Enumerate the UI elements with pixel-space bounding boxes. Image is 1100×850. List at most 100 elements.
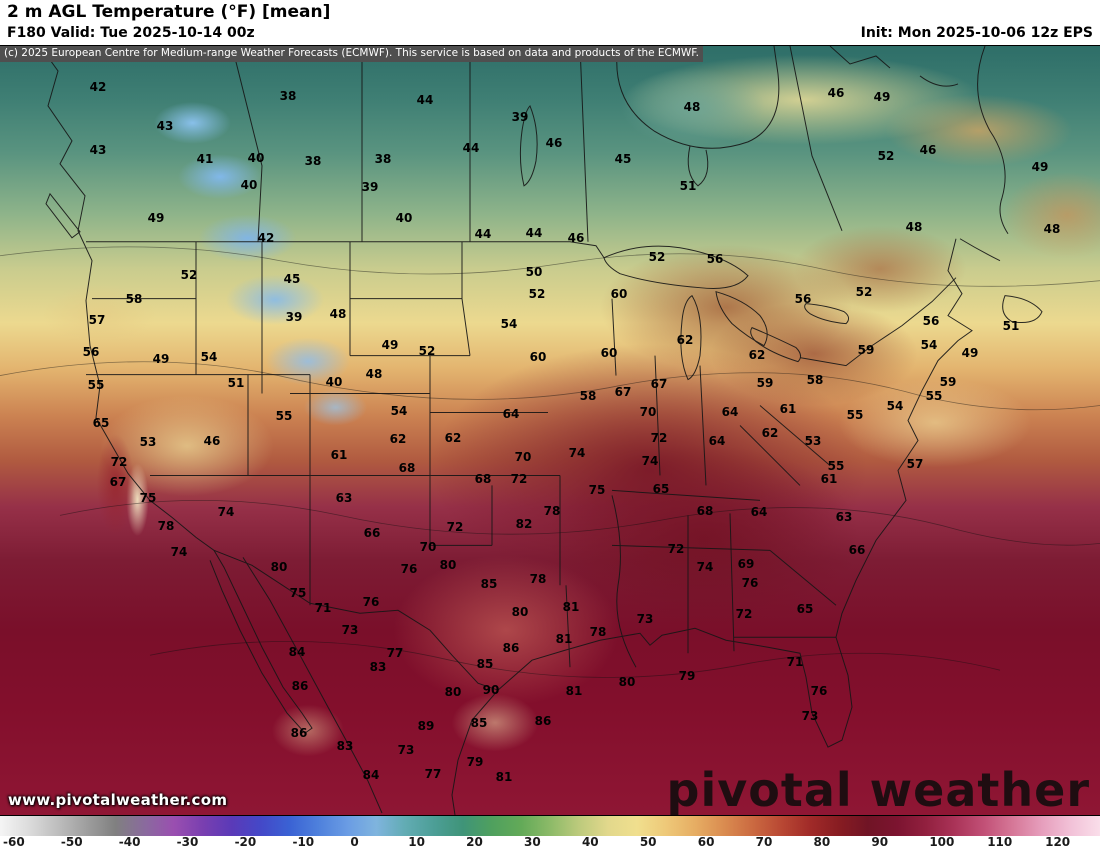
station-temperature-value: 59 xyxy=(939,375,957,389)
station-temperature-value: 58 xyxy=(579,389,597,403)
station-temperature-value: 61 xyxy=(330,448,348,462)
station-temperature-value: 53 xyxy=(804,434,822,448)
station-temperature-value: 70 xyxy=(419,540,437,554)
station-temperature-value: 70 xyxy=(514,450,532,464)
station-temperature-value: 81 xyxy=(562,600,580,614)
station-temperature-value: 80 xyxy=(270,560,288,574)
station-temperature-value: 45 xyxy=(283,272,301,286)
station-temperature-value: 55 xyxy=(275,409,293,423)
station-temperature-value: 39 xyxy=(511,110,529,124)
station-temperature-value: 42 xyxy=(89,80,107,94)
station-temperature-value: 46 xyxy=(545,136,563,150)
colorbar-tick-label: 0 xyxy=(350,835,359,849)
station-temperature-value: 74 xyxy=(170,545,188,559)
station-temperature-value: 55 xyxy=(925,389,943,403)
station-temperature-value: 81 xyxy=(495,770,513,784)
station-temperature-value: 79 xyxy=(678,669,696,683)
station-temperature-value: 39 xyxy=(361,180,379,194)
station-temperature-value: 72 xyxy=(735,607,753,621)
station-temperature-value: 55 xyxy=(846,408,864,422)
station-temperature-value: 48 xyxy=(683,100,701,114)
station-temperature-value: 79 xyxy=(466,755,484,769)
station-temperature-value: 52 xyxy=(418,344,436,358)
copyright-notice: (c) 2025 European Centre for Medium-rang… xyxy=(0,46,703,62)
station-temperature-value: 81 xyxy=(555,632,573,646)
station-temperature-value: 43 xyxy=(89,143,107,157)
station-temperature-value: 84 xyxy=(288,645,306,659)
station-temperature-value: 64 xyxy=(708,434,726,448)
station-temperature-value: 84 xyxy=(362,768,380,782)
station-temperature-value: 64 xyxy=(750,505,768,519)
station-temperature-value: 46 xyxy=(203,434,221,448)
station-temperature-value: 73 xyxy=(636,612,654,626)
station-temperature-value: 54 xyxy=(390,404,408,418)
station-temperature-value: 57 xyxy=(88,313,106,327)
station-temperature-value: 66 xyxy=(363,526,381,540)
station-temperature-value: 74 xyxy=(696,560,714,574)
station-temperature-value: 52 xyxy=(855,285,873,299)
colorbar-tick-label: -40 xyxy=(118,835,141,849)
station-temperature-value: 54 xyxy=(920,338,938,352)
station-temperature-value: 76 xyxy=(741,576,759,590)
station-temperature-value: 46 xyxy=(567,231,585,245)
station-temperature-value: 52 xyxy=(180,268,198,282)
station-temperature-value: 38 xyxy=(374,152,392,166)
valid-time-label: F180 Valid: Tue 2025-10-14 00z xyxy=(7,25,255,41)
station-temperature-value: 80 xyxy=(439,558,457,572)
station-temperature-value: 50 xyxy=(525,265,543,279)
station-temperature-value: 54 xyxy=(200,350,218,364)
station-temperature-value: 74 xyxy=(217,505,235,519)
colorbar-tick-label: 90 xyxy=(871,835,889,849)
colorbar-tick-label: 10 xyxy=(408,835,425,849)
station-temperature-value: 59 xyxy=(756,376,774,390)
station-temperature-value: 78 xyxy=(589,625,607,639)
colorbar-tick-label: 60 xyxy=(697,835,715,849)
station-temperature-value: 85 xyxy=(480,577,498,591)
station-temperature-value: 44 xyxy=(474,227,492,241)
station-temperature-value: 40 xyxy=(395,211,413,225)
temperature-contours xyxy=(0,246,1100,678)
init-time-label: Init: Mon 2025-10-06 12z EPS xyxy=(860,25,1093,41)
station-temperature-value: 64 xyxy=(502,407,520,421)
station-temperature-value: 56 xyxy=(922,314,940,328)
station-temperature-value: 86 xyxy=(534,714,552,728)
station-values-layer: 42 38 44 39 48 46 49 43 43 41 40 38 38 44 46 45 49 52 46 40… xyxy=(0,46,1100,815)
station-temperature-value: 65 xyxy=(652,482,670,496)
station-temperature-value: 71 xyxy=(786,655,804,669)
station-temperature-value: 68 xyxy=(474,472,492,486)
station-temperature-value: 66 xyxy=(848,543,866,557)
station-temperature-value: 63 xyxy=(335,491,353,505)
station-temperature-value: 48 xyxy=(905,220,923,234)
station-temperature-value: 83 xyxy=(369,660,387,674)
station-temperature-value: 62 xyxy=(444,431,462,445)
station-temperature-value: 80 xyxy=(618,675,636,689)
station-temperature-value: 65 xyxy=(796,602,814,616)
station-temperature-value: 72 xyxy=(446,520,464,534)
station-temperature-value: 64 xyxy=(721,405,739,419)
station-temperature-value: 51 xyxy=(227,376,245,390)
station-temperature-value: 44 xyxy=(416,93,434,107)
station-temperature-value: 75 xyxy=(289,586,307,600)
station-temperature-value: 49 xyxy=(873,90,891,104)
station-temperature-value: 54 xyxy=(500,317,518,331)
station-temperature-value: 73 xyxy=(341,623,359,637)
station-temperature-value: 74 xyxy=(568,446,586,460)
station-temperature-value: 62 xyxy=(748,348,766,362)
station-temperature-value: 63 xyxy=(835,510,853,524)
station-temperature-value: 73 xyxy=(801,709,819,723)
station-temperature-value: 67 xyxy=(614,385,632,399)
station-temperature-value: 60 xyxy=(610,287,628,301)
colorbar-tick-label: -30 xyxy=(176,835,199,849)
station-temperature-value: 45 xyxy=(614,152,632,166)
station-temperature-value: 48 xyxy=(365,367,383,381)
station-temperature-value: 67 xyxy=(650,377,668,391)
station-temperature-value: 77 xyxy=(424,767,442,781)
colorbar-tick-label: 30 xyxy=(524,835,541,849)
station-temperature-value: 52 xyxy=(877,149,895,163)
station-temperature-value: 78 xyxy=(543,504,561,518)
station-temperature-value: 55 xyxy=(827,459,845,473)
colorbar-tick-label: 50 xyxy=(639,835,657,849)
colorbar-tick-row: -60 -50 -40 -30 -20 -10 0 10 20 30 40 50 60 70 80 90 100… xyxy=(0,836,1100,850)
station-temperature-value: 80 xyxy=(444,685,462,699)
temperature-map[interactable]: (c) 2025 European Centre for Medium-rang… xyxy=(0,45,1100,815)
